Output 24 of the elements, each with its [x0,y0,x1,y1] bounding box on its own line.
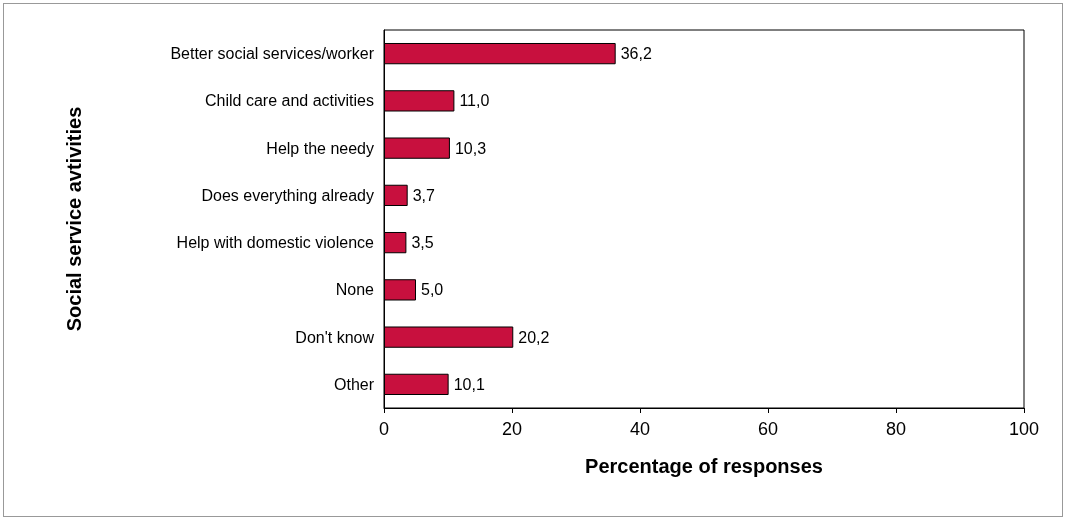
data-label: 20,2 [518,328,550,346]
y-tick-label: Child care and activities [205,92,374,110]
y-tick-label: Other [333,375,375,393]
y-axis-title: Social service avtivities [63,106,85,332]
x-axis-title: Percentage of responses [585,455,823,477]
y-tick-label: Help the needy [266,139,374,157]
x-tick-label: 60 [757,419,779,439]
y-tick-label: Does everything already [201,186,374,204]
x-tick-label: 0 [378,419,390,439]
y-tick-label: None [335,281,375,299]
y-tick-label: Help with domestic violence [176,234,375,252]
x-tick-label: 20 [501,419,523,439]
data-label: 36,2 [620,45,652,63]
data-label: 5,0 [421,281,444,299]
data-label: 3,5 [411,234,434,252]
y-tick-label: Don't know [295,328,375,346]
data-label: 11,0 [459,92,490,110]
x-tick-label: 40 [629,419,651,439]
x-tick-label: 100 [1008,419,1040,439]
x-tick-label: 80 [885,419,907,439]
data-label: 10,3 [454,139,487,157]
y-tick-label: Better social services/worker [170,45,375,63]
data-label: 3,7 [412,186,436,204]
data-label: 10,1 [453,375,485,393]
